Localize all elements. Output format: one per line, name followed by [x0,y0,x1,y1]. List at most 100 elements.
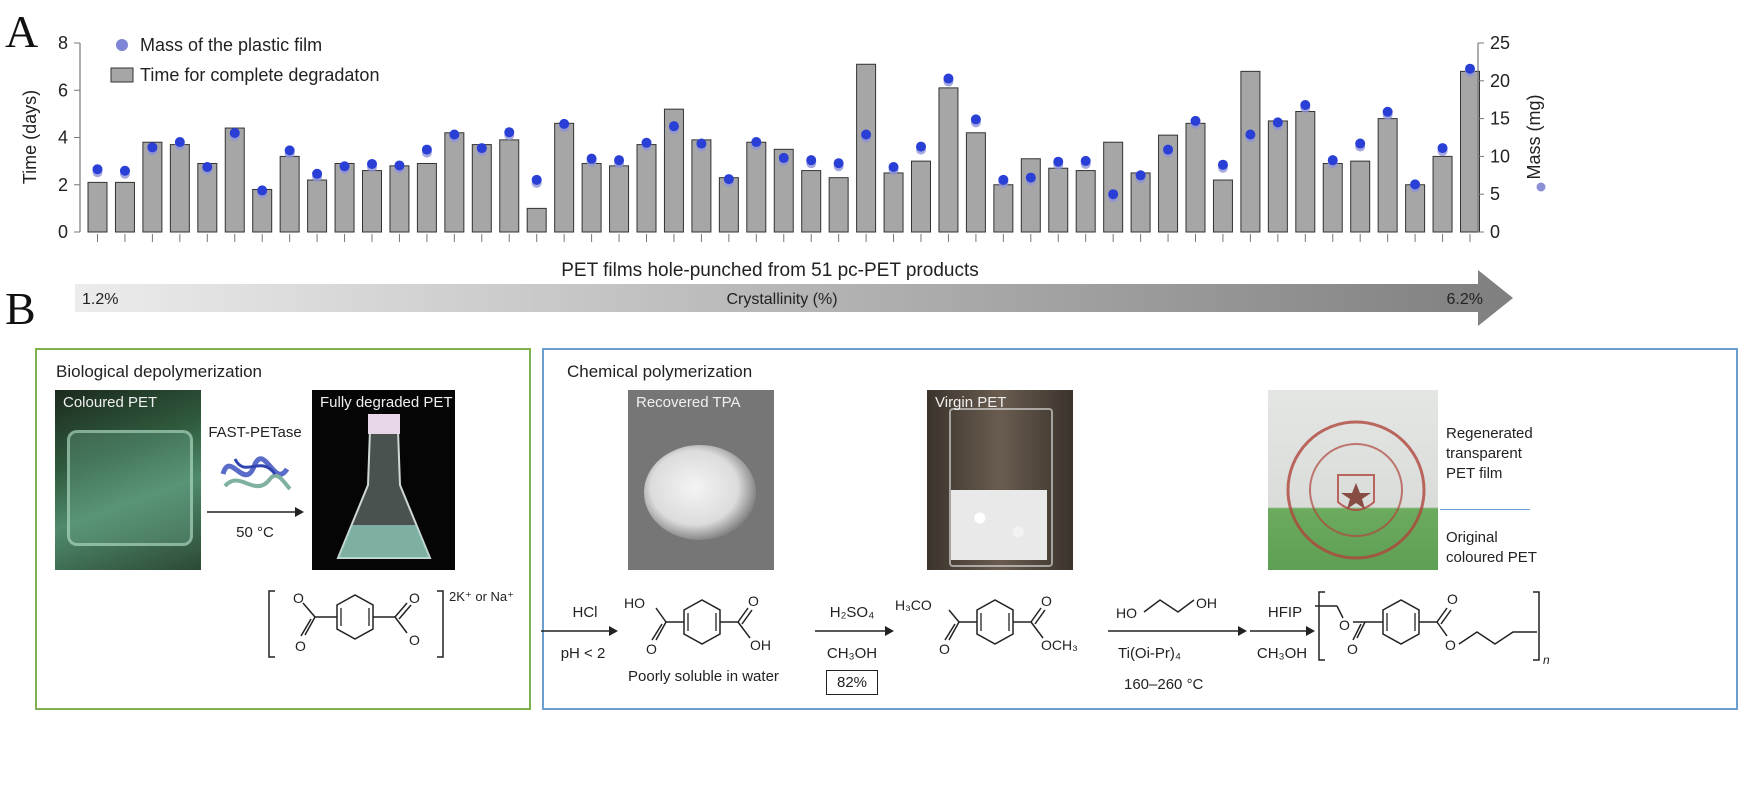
recovered-tpa-photo: Recovered TPA [628,390,774,570]
degradation-bar [142,141,163,233]
degradation-bar [1322,162,1343,233]
mass-point [1108,189,1119,200]
mass-point [751,137,762,148]
degradation-bar [1267,120,1288,233]
virgin-pet-photo: Virgin PET [927,390,1073,570]
mass-point [641,137,652,148]
film-bottom-line-1: Original [1446,529,1498,546]
atom-o-3: O [409,590,420,606]
step2-solvent: CH₃OH [826,645,878,662]
mass-point [668,121,679,132]
tpa-oh-label: OH [750,637,771,653]
dmt-o-right: O [1041,593,1052,609]
degradation-bar [87,181,108,233]
mass-point [861,129,872,140]
crystallinity-end: 6.2% [1447,291,1483,308]
dmt-right-group: OCH₃ [1041,637,1078,653]
legend-label-time: Time for complete degradaton [140,65,379,85]
degradation-bar [224,127,245,233]
y2-axis-label: Mass (mg) [1524,95,1544,180]
mass-point [174,137,185,148]
mass-point [367,158,377,169]
mass-point [1410,179,1421,190]
coloured-pet-photo: Coloured PET [55,390,201,570]
degradation-bar [279,155,300,233]
legend-marker-time [110,67,134,83]
recovered-tpa-label: Recovered TPA [636,394,741,411]
degradation-bar [1460,70,1480,233]
y-tick-label: 0 [58,222,68,242]
chem-box [542,348,1738,710]
bio-box-title: Biological depolymerization [56,362,263,381]
film-photo [1268,390,1438,570]
mass-point [1053,156,1064,167]
film-top-line-1: Regenerated [1446,425,1533,442]
degradation-bar [362,170,382,233]
degradation-bar [691,139,712,233]
y2-label-marker [1536,182,1546,192]
coloured-pet-label: Coloured PET [63,394,158,411]
degradation-bar [801,170,822,233]
flask-icon [336,414,432,559]
atom-o-1: O [293,590,304,606]
mass-point [421,144,432,155]
mass-point [806,155,817,166]
reaction-arrow-2 [815,626,894,636]
degradation-bar [773,148,794,233]
fully-degraded-pet-photo: Fully degraded PET [312,390,455,570]
repeat-n-label: n [1543,653,1550,666]
university-seal-icon [1286,420,1426,560]
reaction-arrow-3 [1108,626,1247,636]
y2-tick-label: 25 [1490,33,1510,53]
mass-point [833,158,844,169]
mass-point [1245,129,1256,140]
mass-point [92,164,103,175]
mass-point [312,168,323,179]
film-bottom-line-2: coloured PET [1446,549,1537,566]
mass-point [449,129,460,140]
mass-point [147,142,158,153]
mass-point [257,185,268,196]
mass-point [970,114,981,125]
bio-box [35,348,531,710]
degradation-bar [1377,118,1398,233]
pet-o-1: O [1339,617,1350,633]
reaction-arrow-1 [541,626,618,636]
degradation-bar [169,144,190,233]
counterion-label: 2K⁺ or Na⁺ [449,589,514,604]
degradation-bar [416,162,437,233]
mass-point [1465,63,1475,74]
mass-point [916,141,926,152]
tpa-structure: HO O O OH [624,593,771,657]
x-axis-label: PET films hole-punched from 51 pc-PET pr… [561,260,979,281]
crystallinity-start: 1.2% [82,291,118,308]
mass-point [1080,155,1091,166]
degradation-bar [114,181,135,233]
tpa-powder [644,445,756,540]
fully-degraded-pet-label: Fully degraded PET [320,394,453,411]
degradation-bar [663,108,684,233]
mass-point [586,153,597,164]
mass-point [723,174,734,185]
degradation-bar [1075,170,1096,233]
degradation-bar [1158,134,1179,233]
dmt-structure: H₃CO O O OCH₃ [895,593,1078,657]
virgin-pet-label: Virgin PET [935,394,1007,411]
step2-reagent: H₂SO₄ [829,604,875,621]
degradation-bar [471,144,492,233]
polymerization-temp: 160–260 °C [1124,676,1204,693]
mass-point [1025,172,1036,183]
yield-box: 82% [826,670,879,695]
degradation-bar [911,160,931,233]
y-tick-label: 2 [58,175,68,195]
vial-outline [949,408,1053,567]
panel-label-b: B [5,283,36,334]
mass-point [1382,106,1393,117]
step1-reagent: HCl [572,604,598,621]
y2-tick-label: 10 [1490,146,1510,166]
y-tick-label: 8 [58,33,68,53]
film-divider [1440,509,1530,510]
film-bottom-label: Original coloured PET [1446,528,1537,568]
y2-tick-label: 15 [1490,109,1510,129]
reaction-arrow-bio [207,507,304,517]
